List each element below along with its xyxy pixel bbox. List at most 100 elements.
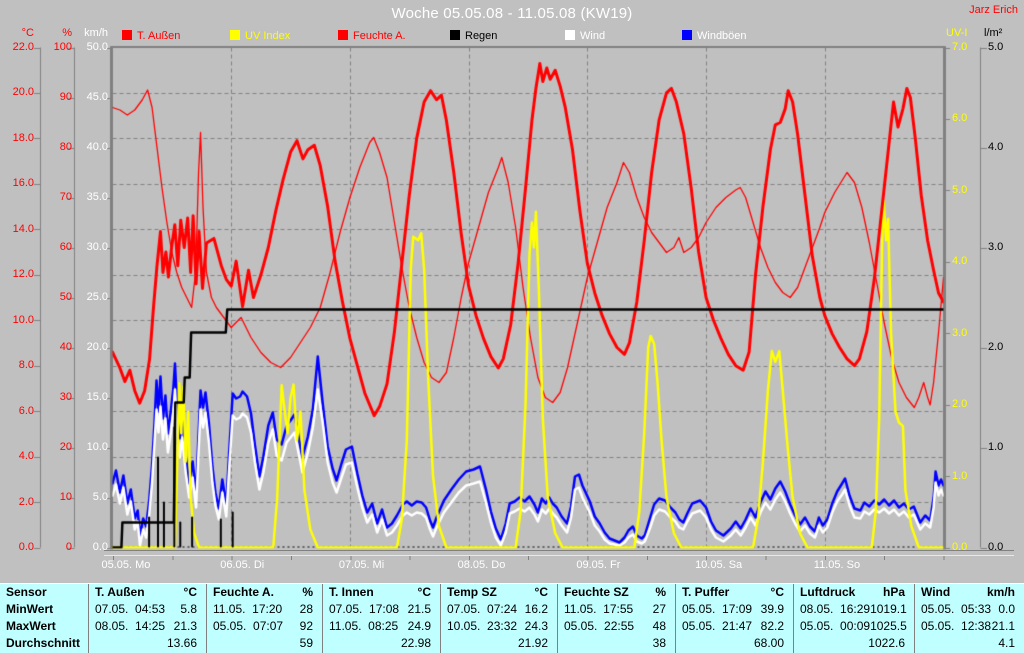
- table-cell: [558, 635, 564, 652]
- table-row: MinWert: [0, 601, 88, 618]
- table-cell: km/h: [986, 585, 1015, 599]
- x-axis-groove: [104, 550, 1014, 556]
- sensor-column: Feuchte A.% 11.05. 17:20 28 05.05. 07:07 92 5…: [206, 584, 322, 653]
- table-cell: 21.92: [517, 636, 548, 650]
- table-cell: 24.9: [407, 619, 431, 633]
- table-row: 05.05. 21:47 82.2: [676, 618, 793, 635]
- sensor-column: Wind km/h 05.05. 05:33 0.0 05.05. 12:38 21.1 4…: [914, 584, 1024, 653]
- x-axis-ticks: [113, 556, 945, 560]
- table-cell: %: [302, 585, 313, 599]
- y-tick-label: 100: [53, 41, 72, 53]
- x-axis-day-label: 10.05. Sa: [695, 559, 743, 571]
- table-cell: 05.05. 12:38: [921, 619, 992, 633]
- y-tick-label: 0: [65, 541, 72, 553]
- table-cell: 10.05. 23:32: [447, 619, 518, 633]
- y-tick-label: 80: [59, 141, 72, 153]
- table-row: T. Innen °C: [323, 584, 440, 601]
- table-cell: 92: [299, 619, 313, 633]
- table-row: 05.05. 22:55 48: [558, 618, 675, 635]
- table-row: 59: [207, 635, 322, 652]
- table-row: 07.05. 07:24 16.2: [441, 601, 557, 618]
- table-row: Luftdruck hPa: [794, 584, 914, 601]
- table-row: 07.05. 04:53 5.8: [89, 601, 206, 618]
- table-row: 05.05. 05:33 0.0: [915, 601, 1024, 618]
- y-tick-label: 1.0: [952, 469, 968, 482]
- table-cell: 05.05. 07:07: [213, 619, 284, 633]
- table-row: MaxWert: [0, 618, 88, 635]
- y-tick-label: 14.0: [12, 222, 34, 235]
- table-row: Wind km/h: [915, 584, 1024, 601]
- y-tick-label: 0.0: [18, 541, 34, 553]
- table-row: 38: [558, 635, 675, 652]
- table-cell: 11.05. 17:20: [213, 602, 283, 616]
- y-tick-label: 20.0: [86, 341, 108, 353]
- table-cell: [207, 635, 213, 652]
- y-tick-label: 5.0: [952, 183, 968, 196]
- y-tick-label: 18.0: [12, 131, 34, 144]
- table-cell: Luftdruck: [800, 585, 856, 599]
- table-cell: 05.05. 21:47: [682, 619, 753, 633]
- y-tick-label: 3.0: [952, 326, 968, 339]
- y-tick-label: 10.0: [12, 313, 34, 326]
- table-row: Durchschnitt: [0, 635, 88, 652]
- row-label-column: Sensor MinWert MaxWert Durchschnitt: [0, 584, 88, 653]
- table-row: Feuchte A.%: [207, 584, 322, 601]
- table-cell: 1025.5: [870, 619, 907, 633]
- table-cell: 4.1: [998, 636, 1015, 650]
- y-tick-label: 4.0: [952, 255, 968, 268]
- table-cell: 08.05. 14:25: [95, 619, 166, 633]
- table-row: 08.05. 16:29 1019.1: [794, 601, 914, 618]
- table-cell: 11.05. 17:55: [564, 602, 634, 616]
- table-cell: Sensor: [6, 585, 47, 599]
- table-cell: Temp SZ: [447, 585, 497, 599]
- table-cell: 05.05. 22:55: [564, 619, 635, 633]
- y-tick-label: 16.0: [12, 177, 34, 190]
- table-cell: °C: [183, 585, 197, 599]
- y-tick-label: 50: [59, 291, 72, 303]
- table-cell: [676, 635, 682, 652]
- table-cell: 59: [299, 636, 313, 650]
- table-cell: 39.9: [760, 602, 784, 616]
- table-cell: 38: [652, 636, 666, 650]
- table-row: 10.05. 23:32 24.3: [441, 618, 557, 635]
- table-cell: 07.05. 17:08: [329, 602, 400, 616]
- table-cell: 16.2: [524, 602, 548, 616]
- y-tick-label: 40.0: [86, 141, 108, 153]
- y-tick-label: 40: [59, 341, 72, 353]
- y-tick-label: 2.0: [988, 341, 1004, 353]
- table-cell: Feuchte A.: [213, 585, 274, 599]
- week-chart-canvas: [0, 0, 1024, 580]
- table-row: 11.05. 17:20 28: [207, 601, 322, 618]
- table-cell: T. Innen: [329, 585, 374, 599]
- table-cell: [915, 635, 921, 652]
- table-cell: 1019.1: [870, 602, 907, 616]
- y-tick-label: 60: [59, 241, 72, 253]
- table-cell: MinWert: [6, 602, 54, 616]
- table-row: 1022.6: [794, 635, 914, 652]
- table-row: 07.05. 17:08 21.5: [323, 601, 440, 618]
- table-cell: 21.5: [407, 602, 431, 616]
- table-row: 11.05. 17:55 27: [558, 601, 675, 618]
- table-cell: 82.2: [760, 619, 784, 633]
- table-row: 4.1: [915, 635, 1024, 652]
- table-cell: 68.00: [753, 636, 784, 650]
- table-cell: 07.05. 04:53: [95, 602, 166, 616]
- x-axis-day-label: 09.05. Fr: [576, 559, 621, 571]
- table-row: 05.05. 12:38 21.1: [915, 618, 1024, 635]
- table-row: 05.05. 17:09 39.9: [676, 601, 793, 618]
- table-cell: 21.3: [173, 619, 197, 633]
- y-tick-label: 12.0: [12, 268, 34, 281]
- table-cell: 11.05. 08:25: [329, 619, 399, 633]
- table-cell: 28: [299, 602, 313, 616]
- table-cell: 48: [652, 619, 666, 633]
- table-cell: Wind: [921, 585, 951, 599]
- sensor-column: T. Innen °C 07.05. 17:08 21.5 11.05. 08:25 24…: [322, 584, 440, 653]
- table-row: 68.00: [676, 635, 793, 652]
- table-row: 21.92: [441, 635, 557, 652]
- y-tick-label: 90: [59, 91, 72, 103]
- y-tick-label: 10: [59, 491, 72, 503]
- table-cell: T. Außen: [95, 585, 145, 599]
- sensor-column: Feuchte SZ% 11.05. 17:55 27 05.05. 22:55 48 3…: [557, 584, 675, 653]
- sensor-column: Temp SZ °C 07.05. 07:24 16.2 10.05. 23:32 24.…: [440, 584, 557, 653]
